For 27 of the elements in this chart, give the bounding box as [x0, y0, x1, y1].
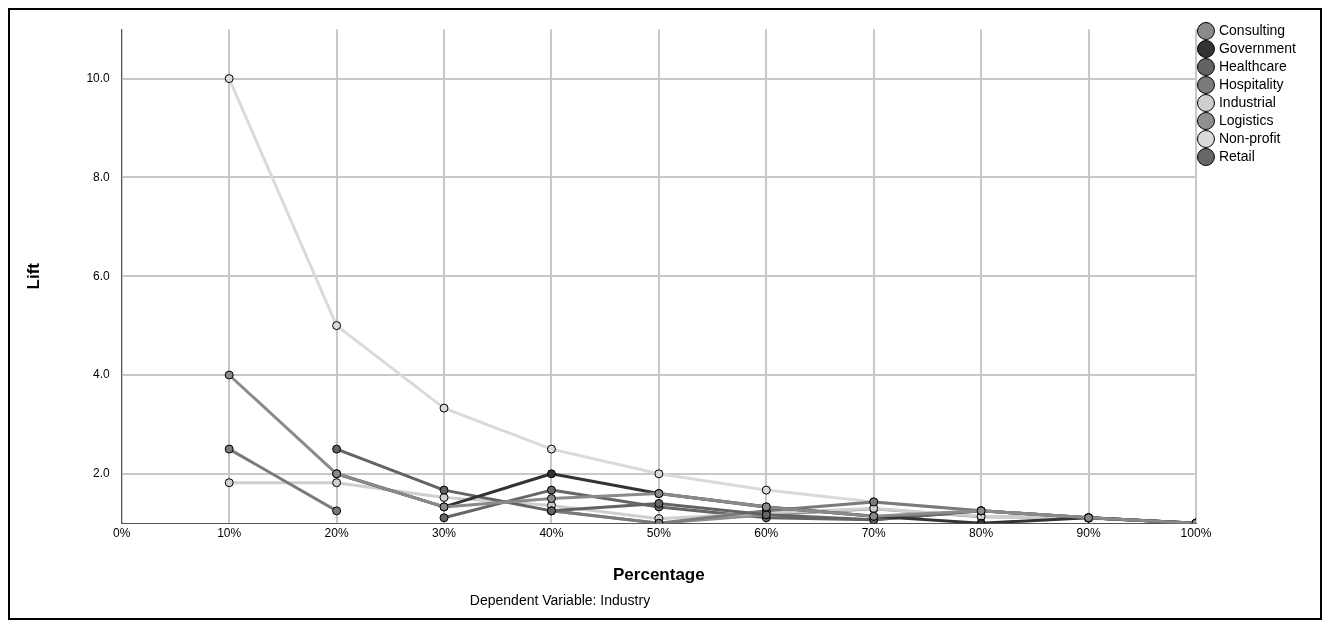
y-tick-label: 2.0: [93, 466, 111, 481]
x-tick-label: 0%: [113, 525, 131, 540]
legend-label: Non-profit: [1218, 129, 1281, 146]
y-tick-label: 10.0: [86, 70, 111, 85]
x-tick-label: 10%: [217, 525, 242, 540]
legend-label: Hospitality: [1218, 75, 1284, 92]
x-tick-label: 20%: [324, 525, 349, 540]
y-tick-label: 8.0: [93, 169, 111, 184]
y-axis-title: Lift: [23, 262, 43, 290]
x-tick-label: 90%: [1076, 525, 1101, 540]
x-tick-label: 60%: [754, 525, 779, 540]
legend-label: Healthcare: [1218, 57, 1287, 74]
legend-label: Consulting: [1218, 21, 1286, 38]
x-axis-title: Percentage: [613, 565, 705, 585]
x-tick-label: 70%: [861, 525, 887, 540]
legend-label: Industrial: [1218, 93, 1276, 110]
x-tick-label: 30%: [432, 525, 457, 540]
legend-label: Retail: [1218, 147, 1255, 164]
legend-label: Government: [1218, 39, 1297, 56]
text: Dependent Variable: Industry: [468, 591, 652, 610]
y-tick-label: 4.0: [93, 367, 111, 382]
legend-label: Logistics: [1218, 111, 1274, 128]
x-tick-label: 40%: [539, 525, 564, 540]
x-tick-label: 80%: [969, 525, 994, 540]
x-tick-label: 50%: [646, 525, 672, 540]
x-tick-label: 100%: [1180, 525, 1212, 540]
y-tick-label: 6.0: [93, 268, 111, 283]
